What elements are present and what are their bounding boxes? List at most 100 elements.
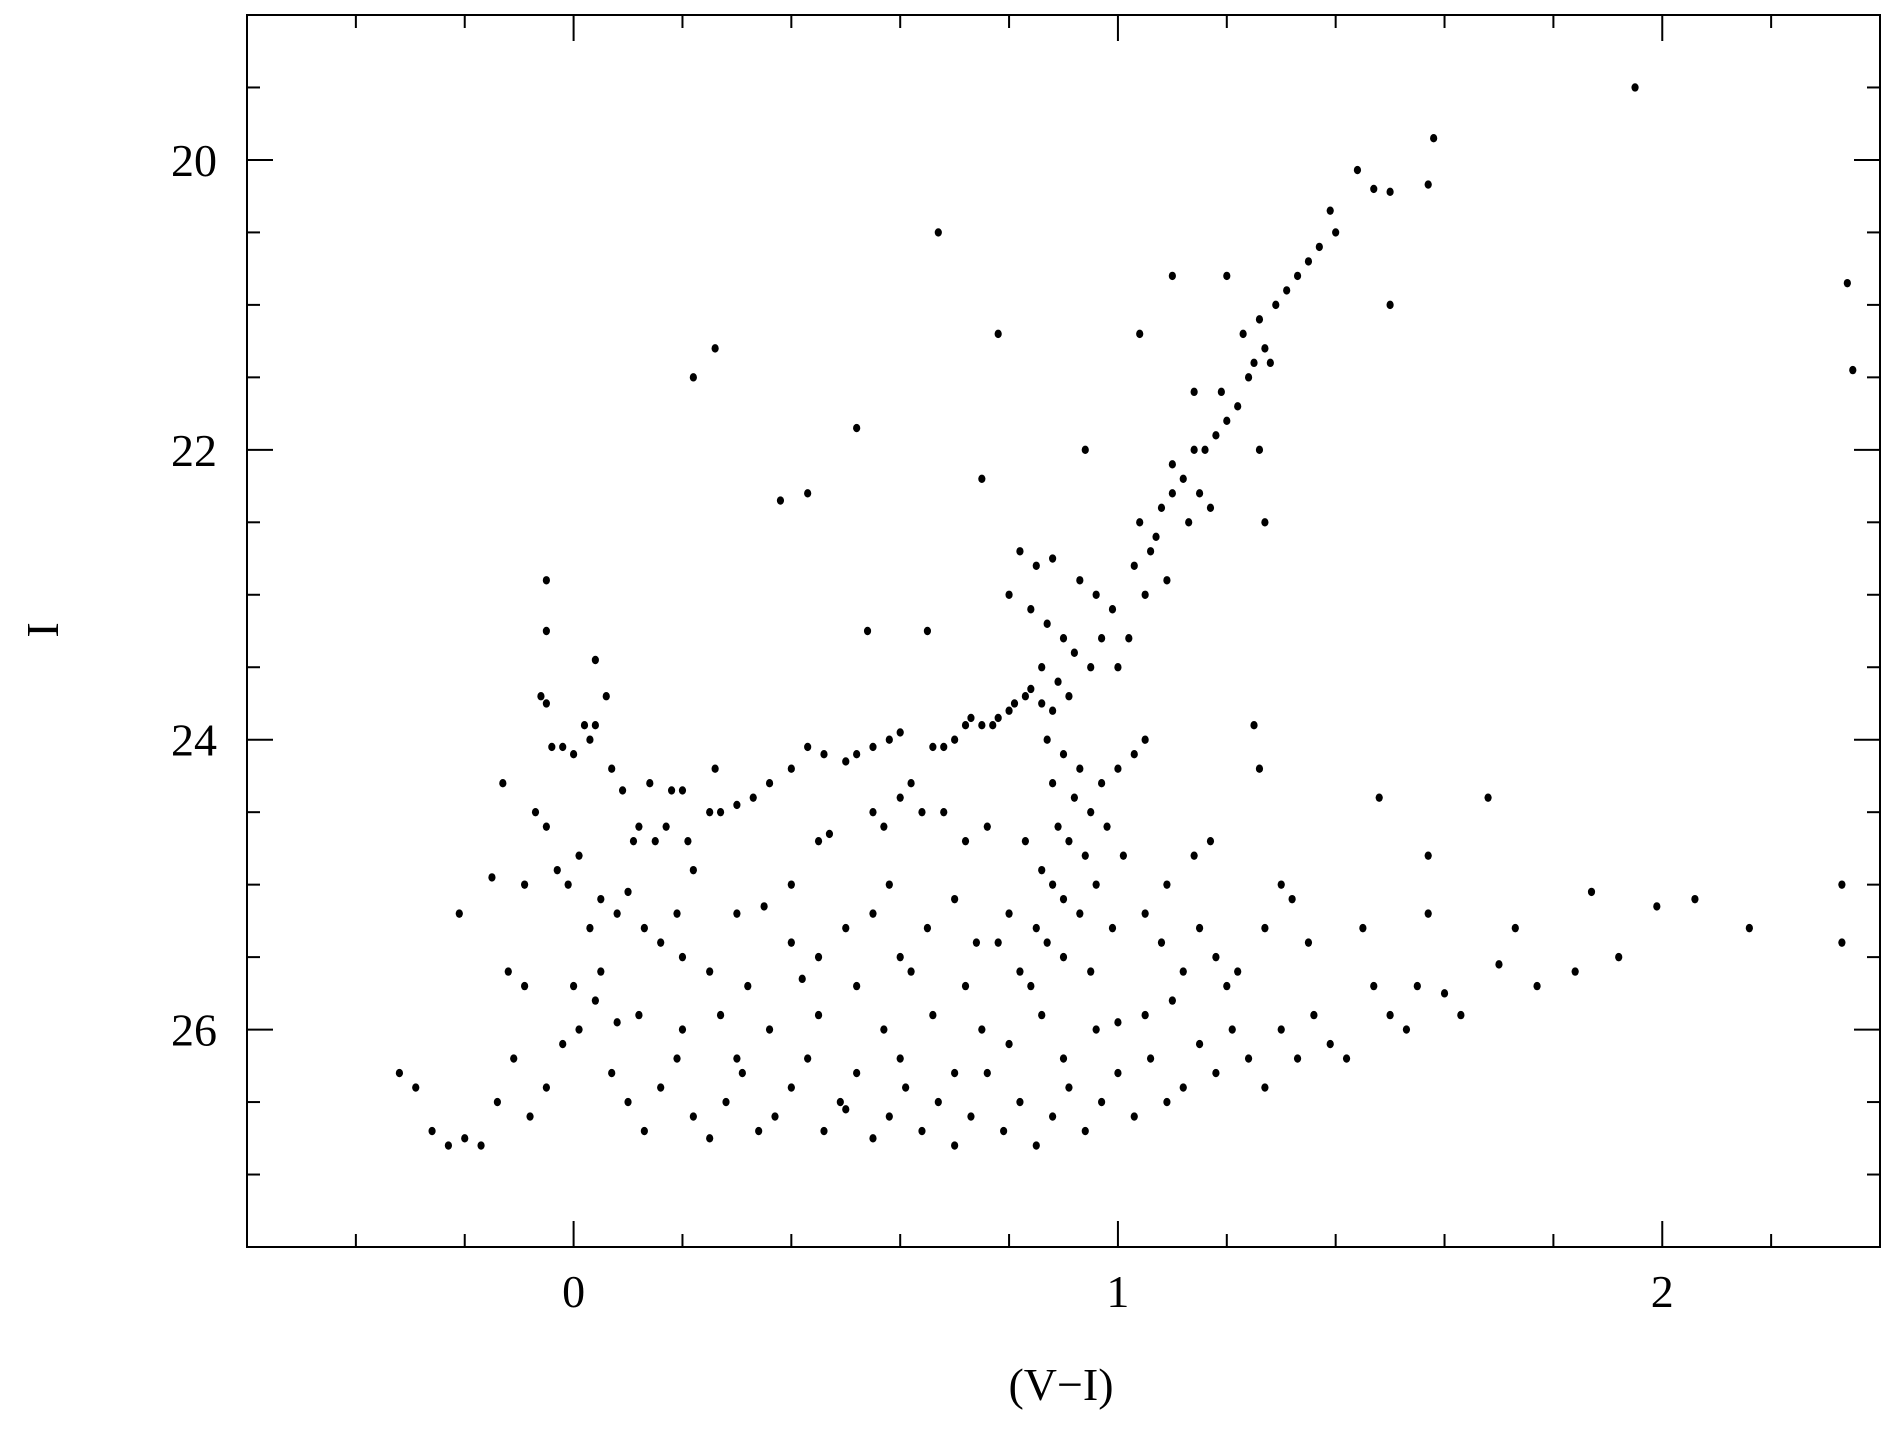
star-point	[972, 938, 981, 947]
star-point	[1130, 561, 1138, 570]
star-point	[1261, 1083, 1269, 1092]
star-point	[1179, 1083, 1187, 1092]
star-point	[1234, 402, 1242, 411]
star-point	[1631, 83, 1639, 92]
star-point	[842, 757, 850, 766]
star-point	[640, 923, 648, 933]
star-point	[1005, 909, 1013, 918]
star-point	[1038, 1010, 1046, 1020]
star-point	[1027, 605, 1035, 614]
star-point	[1212, 952, 1220, 962]
star-point	[804, 742, 812, 752]
star-point	[711, 344, 719, 353]
star-point	[1533, 981, 1541, 991]
star-point	[951, 894, 959, 904]
star-point	[820, 1126, 828, 1136]
y-tick-label: 22	[171, 425, 217, 476]
star-point	[1495, 960, 1503, 969]
star-point	[994, 713, 1002, 723]
star-point	[689, 865, 697, 875]
star-point	[1304, 938, 1313, 947]
star-point	[907, 778, 915, 788]
star-point	[1043, 735, 1051, 744]
star-point	[629, 836, 638, 846]
star-point	[842, 923, 850, 933]
star-point	[640, 1126, 648, 1136]
star-point	[749, 793, 757, 802]
star-point	[951, 1068, 959, 1078]
star-point	[744, 981, 752, 991]
star-point	[1212, 431, 1220, 440]
star-point	[1288, 894, 1296, 904]
star-point	[1386, 1010, 1394, 1020]
star-point	[1440, 989, 1449, 998]
star-point	[635, 1010, 643, 1020]
star-point	[934, 228, 942, 237]
star-point	[1076, 764, 1084, 773]
star-point	[1087, 807, 1095, 817]
star-point	[1195, 923, 1204, 933]
star-point	[1114, 1018, 1122, 1027]
star-point	[657, 1083, 665, 1092]
star-point	[1849, 365, 1857, 375]
star-point	[542, 626, 550, 636]
star-point	[1424, 180, 1432, 189]
star-point	[765, 1025, 774, 1034]
star-point	[1228, 1025, 1236, 1034]
star-point	[1402, 1025, 1411, 1034]
star-point	[798, 974, 806, 984]
star-point	[923, 626, 932, 636]
star-point	[1092, 1025, 1100, 1034]
star-point	[1005, 1039, 1013, 1049]
star-point	[1027, 684, 1035, 694]
star-point	[1266, 358, 1274, 368]
star-point	[684, 836, 692, 846]
star-point	[542, 1083, 550, 1092]
star-point	[885, 880, 893, 889]
star-point	[1223, 981, 1231, 991]
star-point	[1108, 923, 1117, 933]
star-point	[444, 1141, 453, 1150]
star-point	[624, 1097, 632, 1107]
star-point	[896, 952, 904, 962]
star-point	[1081, 445, 1089, 455]
star-point	[488, 873, 496, 882]
star-point	[896, 793, 904, 802]
star-point	[1092, 590, 1100, 599]
star-point	[1190, 445, 1198, 455]
star-point	[1293, 271, 1302, 281]
star-point	[531, 807, 540, 817]
star-point	[1136, 329, 1144, 339]
star-point	[510, 1054, 518, 1063]
star-point	[635, 822, 643, 831]
x-tick-label: 0	[562, 1266, 585, 1317]
star-point	[1049, 554, 1057, 563]
star-point	[1244, 1054, 1253, 1063]
star-point	[961, 836, 970, 846]
star-point	[820, 750, 828, 759]
star-point	[853, 423, 861, 433]
star-point	[1059, 750, 1068, 759]
star-point	[978, 1025, 986, 1034]
star-point	[1413, 981, 1421, 991]
star-point	[1032, 561, 1040, 570]
star-point	[1843, 278, 1851, 288]
star-point	[825, 829, 834, 839]
star-point	[755, 1126, 763, 1136]
star-point	[570, 750, 578, 759]
star-point	[608, 1068, 616, 1078]
star-point	[863, 626, 872, 636]
star-point	[608, 764, 616, 773]
star-point	[1114, 1068, 1122, 1078]
star-point	[575, 851, 583, 860]
star-point	[1059, 634, 1068, 643]
star-point	[1098, 634, 1106, 643]
star-point	[1386, 300, 1394, 310]
x-tick-label: 1	[1106, 1266, 1129, 1317]
star-point	[1054, 677, 1062, 686]
star-point	[1016, 967, 1024, 976]
star-point	[1838, 880, 1846, 889]
star-point	[613, 1018, 621, 1027]
star-point	[896, 728, 904, 737]
